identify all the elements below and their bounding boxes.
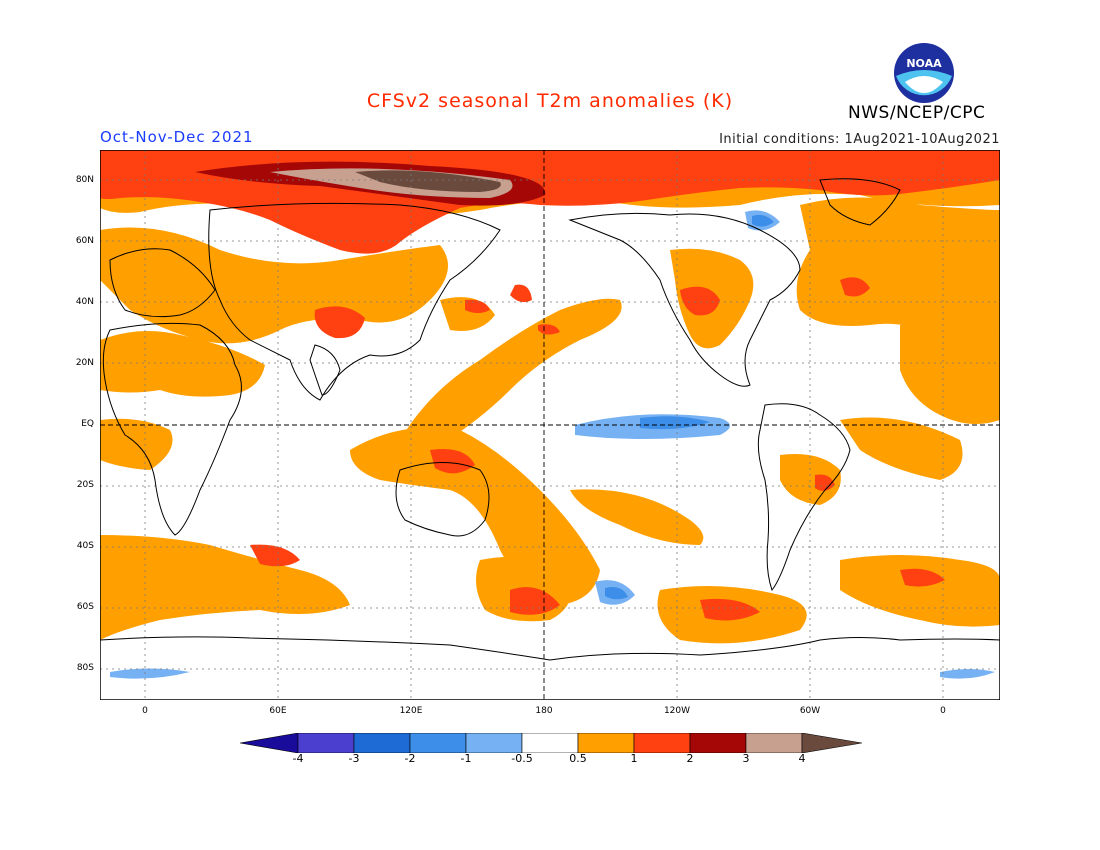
anomaly-map	[100, 150, 1000, 700]
southern-ocean-far-east	[840, 555, 1000, 627]
north-pacific-warm	[400, 298, 622, 449]
europe-outline	[109, 248, 216, 318]
colorbar-label-neg1: -1	[460, 752, 472, 765]
season-label: Oct-Nov-Dec 2021	[100, 128, 254, 146]
colorbar-swatch-3-2	[353, 733, 411, 753]
colorbar-swatch-2-3	[689, 733, 747, 753]
colorbar-label-3: 3	[742, 752, 750, 765]
lat-label-40n: 40N	[75, 297, 94, 307]
colorbar-label-neg4: -4	[292, 752, 304, 765]
lat-label-60n: 60N	[75, 236, 94, 246]
lat-label-80s: 80S	[76, 663, 94, 673]
colorbar-label-1: 1	[630, 752, 638, 765]
colorbar-label-2: 2	[686, 752, 694, 765]
lon-label-120e: 120E	[399, 706, 423, 716]
east-atlantic-warm	[900, 321, 1000, 424]
pacific-hotspot-a	[510, 284, 532, 303]
new-guinea-hotspot	[430, 449, 475, 474]
lon-label-120w: 120W	[663, 706, 691, 716]
colorbar-label-neg2: -2	[404, 752, 416, 765]
colorbar-swatch-05-1	[577, 733, 635, 753]
south-pacific-warm	[570, 489, 704, 545]
lon-label-60e: 60E	[269, 706, 287, 716]
lon-label-60w: 60W	[799, 706, 821, 716]
southern-ocean-west-hot	[250, 544, 300, 567]
southern-ocean-central-hot	[510, 587, 560, 615]
graticule	[100, 150, 1000, 700]
coastlines	[100, 178, 1000, 661]
colorbar-swatch-1-2	[633, 733, 691, 753]
sahara-warm	[100, 331, 265, 397]
agency-label: NWS/NCEP/CPC	[848, 103, 986, 123]
colorbar-swatch-1-05	[465, 733, 523, 753]
colorbar-swatch-gt-4	[801, 733, 862, 753]
colorbar	[240, 733, 862, 753]
colorbar-label-neg05: -0.5	[511, 752, 533, 765]
colorbar-swatch-3-4	[745, 733, 803, 753]
colorbar-swatch-4-3	[297, 733, 355, 753]
lon-label-0-east: 0	[940, 706, 946, 716]
south-pacific-cool-core	[605, 587, 628, 600]
india-outline	[309, 344, 341, 396]
japan-hotspot	[465, 299, 490, 313]
colorbar-label-05: 0.5	[569, 752, 587, 765]
chart-title: CFSv2 seasonal T2m anomalies (K)	[366, 90, 734, 112]
lat-label-eq: EQ	[81, 419, 94, 429]
southern-ocean-far-east-hot	[900, 568, 945, 587]
lat-label-40s: 40S	[76, 541, 94, 551]
colorbar-label-4: 4	[798, 752, 806, 765]
lat-label-80n: 80N	[75, 175, 94, 185]
colorbar-label-neg3: -3	[348, 752, 360, 765]
australia-outline	[395, 462, 490, 537]
lat-label-20s: 20S	[76, 480, 94, 490]
lat-label-60s: 60S	[76, 602, 94, 612]
africa-outline	[102, 322, 242, 536]
atlantic-warm	[796, 197, 1000, 344]
hudson-bay-cool-core	[752, 214, 774, 227]
atlantic-hotspot	[840, 277, 870, 297]
noaa-logo: NOAA	[894, 43, 954, 103]
south-america-outline	[757, 403, 851, 592]
south-america-warm	[780, 454, 841, 505]
enso-cool-core	[640, 416, 710, 430]
initial-conditions: Initial conditions: 1Aug2021-10Aug2021	[719, 132, 1000, 147]
lon-label-180: 180	[535, 706, 553, 716]
colorbar-swatch-lt-4	[240, 733, 299, 753]
colorbar-swatch-neutral	[521, 733, 579, 753]
south-atlantic-warm	[840, 417, 963, 480]
antarctica-outline	[100, 636, 1000, 661]
us-west-hotspot	[680, 286, 720, 316]
equator-dateline	[100, 150, 1000, 700]
asia-outline	[208, 202, 501, 401]
antarctic-cool-west	[110, 668, 190, 679]
north-america-outline	[568, 212, 801, 387]
eurasia-warm	[100, 227, 448, 344]
noaa-logo-text: NOAA	[906, 57, 942, 70]
brazil-hotspot	[815, 474, 835, 491]
pacific-hotspot-b	[538, 324, 560, 335]
southern-ocean-east-hot	[700, 598, 760, 621]
siberia-hotspot-core	[355, 170, 501, 192]
lon-label-0-west: 0	[142, 706, 148, 716]
greenland-outline	[819, 178, 901, 226]
tibet-warm-core	[314, 306, 365, 339]
west-india-warm	[100, 418, 173, 470]
antarctic-cool-east	[940, 669, 995, 679]
colorbar-swatch-2-1	[409, 733, 467, 753]
southern-ocean-west	[100, 535, 350, 640]
lat-label-20n: 20N	[75, 358, 94, 368]
